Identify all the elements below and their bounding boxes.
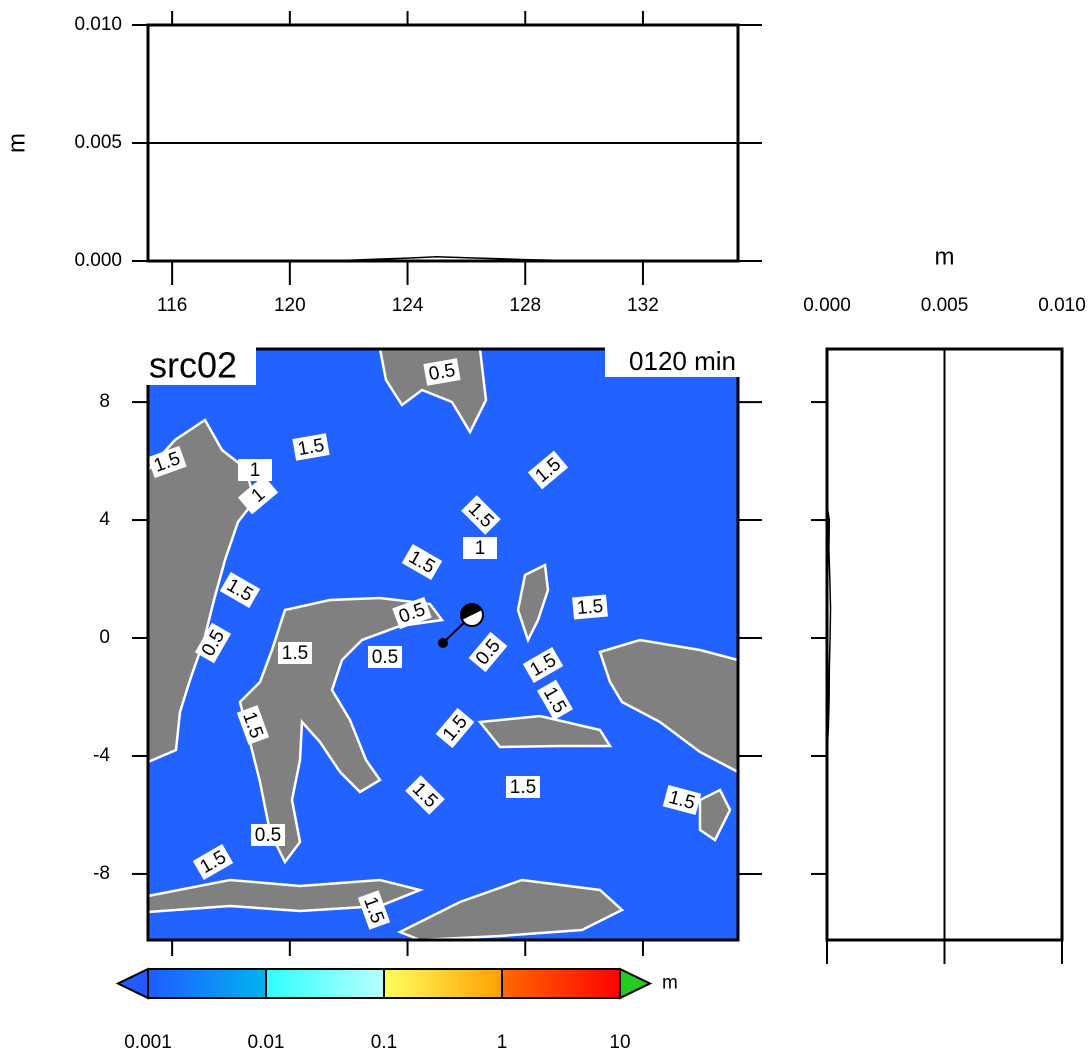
contour-label-bg — [194, 622, 232, 664]
x-tick-label: 0.000 — [803, 295, 851, 316]
plot-frame — [146, 347, 740, 942]
contour-label-bg — [662, 784, 702, 816]
over-triangle — [619, 967, 653, 1000]
contour-label: 1.5 — [506, 776, 540, 798]
contour-label: 1 — [238, 459, 272, 481]
epicenter — [438, 603, 484, 648]
contour-label: 1.5 — [435, 707, 475, 749]
contour-label-bg — [219, 571, 261, 609]
data-line — [826, 505, 832, 757]
colorbar-segment — [502, 969, 620, 998]
colorbar-label: m — [662, 973, 678, 994]
contour-label-text: 1.5 — [576, 596, 604, 619]
contour-label-text: 1.5 — [296, 435, 326, 460]
land-mass — [146, 418, 257, 764]
contour-label: 0.5 — [423, 358, 461, 386]
x-tick-label: 124 — [392, 295, 424, 316]
y-tick-label: -8 — [93, 863, 110, 884]
contour-label-text: 1.5 — [510, 777, 536, 798]
colorbar-tick-label: 10 — [609, 1032, 630, 1053]
y-tick-label: 0.010 — [74, 14, 122, 35]
x-tick-label: 0.010 — [1038, 295, 1086, 316]
land-mass — [516, 563, 550, 644]
contour-label: 0.5 — [368, 646, 402, 668]
map-title: src02 — [149, 345, 237, 386]
contour-label-bg — [192, 843, 234, 881]
x-tick-label: 132 — [627, 295, 659, 316]
colorbar-tick-label: 0.01 — [248, 1032, 285, 1053]
contour-label-bg — [357, 890, 391, 930]
contour-label: 1.5 — [292, 433, 330, 461]
x-tick-label: 128 — [509, 295, 541, 316]
beachball-quadrant — [460, 603, 482, 620]
contour-label-bg — [461, 495, 501, 535]
contour-label-text: 1 — [250, 460, 261, 481]
land-mass — [146, 878, 425, 914]
contour-label-bg — [468, 631, 508, 673]
contour-label-bg — [536, 679, 574, 721]
contour-label-bg — [236, 705, 270, 745]
x-tick-label: 120 — [274, 295, 306, 316]
colorbar-segment — [148, 969, 266, 998]
contour-label-bg — [392, 596, 432, 630]
land-mass — [598, 638, 740, 775]
y-tick-label: -4 — [93, 745, 110, 766]
contour-label-bg — [423, 358, 461, 386]
y-tick-label: 0.000 — [74, 250, 122, 271]
epicenter-dot — [438, 638, 448, 648]
contour-label-text: 1 — [475, 538, 486, 559]
contour-label-text: 0.5 — [255, 825, 281, 846]
contour-label-bg — [572, 594, 608, 620]
contour-label-bg — [506, 776, 540, 798]
colorbar-segment — [384, 969, 502, 998]
title-bg — [146, 347, 256, 385]
contour-label-bg — [237, 475, 279, 515]
plot-frame — [825, 347, 1064, 942]
contour-label: 1 — [463, 537, 497, 559]
contour-label: 0.5 — [251, 824, 285, 846]
x-tick-label: 116 — [157, 295, 187, 316]
contour-label-text: 1.5 — [282, 643, 308, 664]
x-tick-label: 0.005 — [921, 295, 969, 316]
contour-label-text: 0.5 — [427, 360, 457, 385]
colorbar-frame — [147, 968, 621, 999]
y-tick-label: 4 — [99, 509, 110, 530]
y-axis-label: m — [3, 133, 30, 153]
land-mass — [698, 788, 732, 842]
contour-label-bg — [292, 433, 330, 461]
contour-label-bg — [405, 775, 445, 815]
contour-label-bg — [238, 459, 272, 481]
under-triangle — [115, 967, 149, 1000]
contour-label-bg — [527, 450, 569, 490]
colorbar-tick-label: 0.001 — [124, 1032, 172, 1053]
contour-label-bg — [251, 824, 285, 846]
contour-label: 1 — [237, 475, 279, 515]
land-mass — [378, 347, 488, 435]
plot-frame — [146, 23, 740, 263]
land-mass — [477, 714, 613, 749]
contour-label: 1.5 — [662, 784, 702, 816]
contour-label: 1.5 — [572, 594, 608, 620]
land — [146, 347, 740, 942]
contour-label-bg — [435, 707, 475, 749]
colorbar-segment — [266, 969, 384, 998]
contour-label: 1.5 — [278, 642, 312, 664]
y-tick-label: 0 — [99, 627, 110, 648]
contour-label-text: 0.5 — [372, 647, 398, 668]
annotation-bg — [605, 347, 740, 377]
y-tick-label: 0.005 — [74, 132, 122, 153]
y-tick-label: 8 — [99, 391, 110, 412]
contour-label-bg — [463, 537, 497, 559]
contour-label-bg — [368, 646, 402, 668]
time-annotation: 0120 min — [629, 346, 736, 376]
contour-label-bg — [147, 445, 187, 479]
colorbar-tick-label: 0.1 — [371, 1032, 397, 1053]
colorbar-tick-label: 1 — [497, 1032, 508, 1053]
x-axis-label: m — [935, 243, 955, 270]
contour-label-bg — [278, 642, 312, 664]
contour-label-bg — [401, 543, 443, 581]
contour-label-bg — [522, 646, 564, 684]
